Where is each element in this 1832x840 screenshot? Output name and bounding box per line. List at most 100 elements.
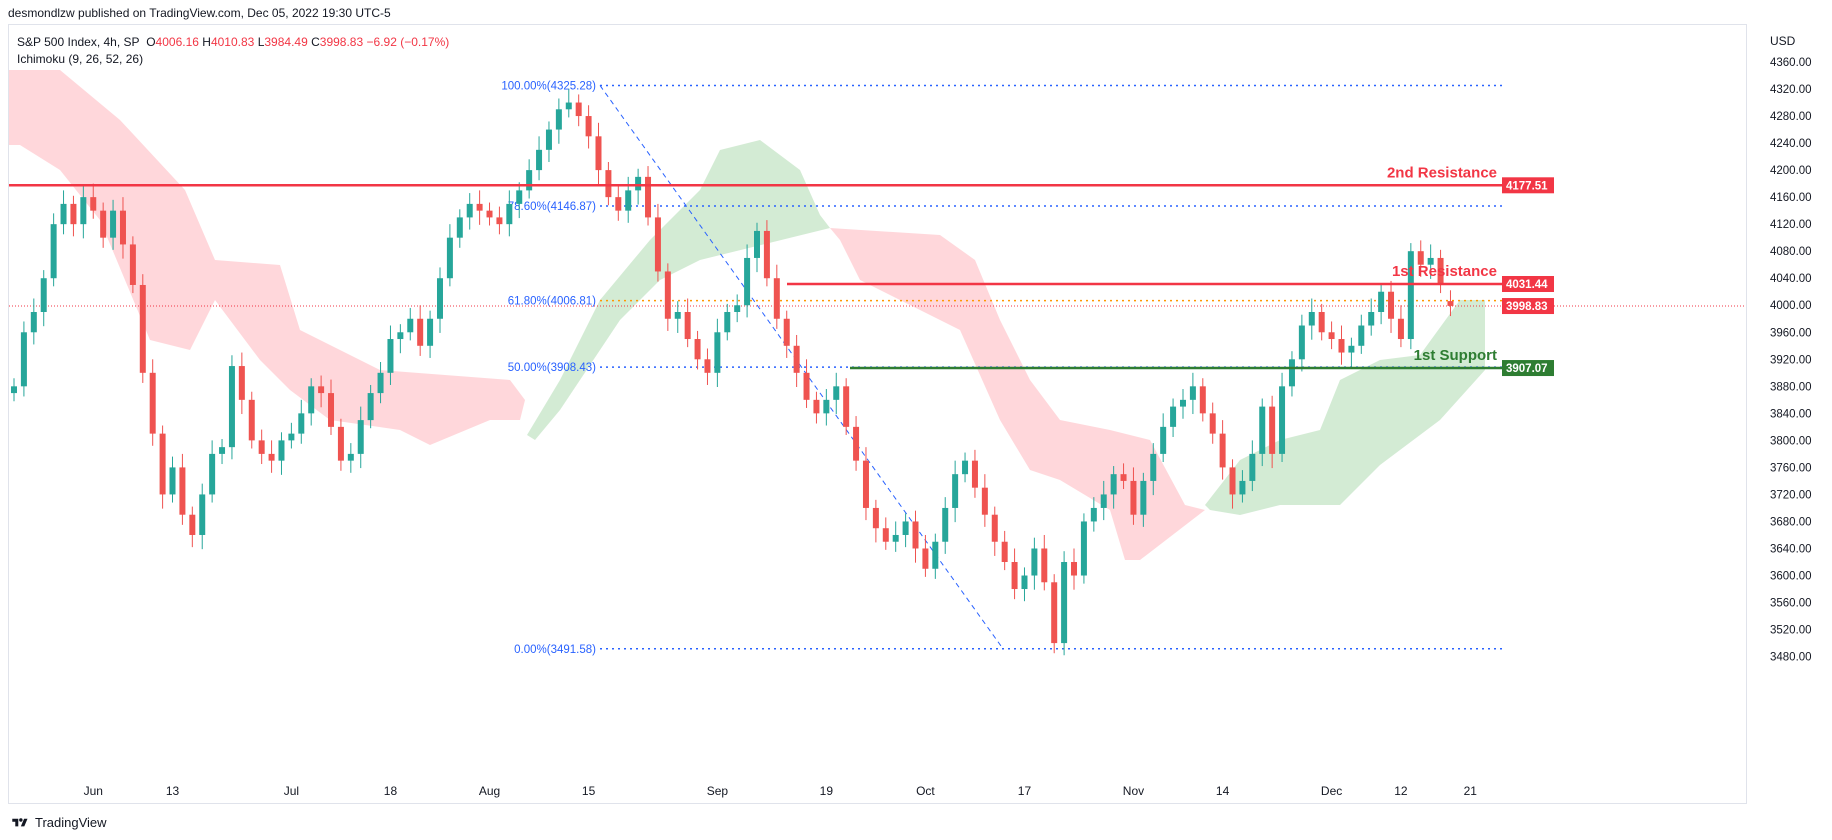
candle-body [1130, 480, 1137, 515]
candle-body [11, 386, 17, 394]
candle-body [1427, 257, 1434, 265]
candle-body [991, 514, 998, 542]
high-label: H [202, 35, 211, 49]
y-tick-label: 3920.00 [1770, 354, 1812, 366]
candle-body [318, 386, 325, 394]
candle-body [169, 467, 176, 495]
candle-body [1001, 541, 1008, 563]
candle-body [734, 305, 741, 313]
candle-body [288, 433, 295, 441]
candle-body [952, 474, 959, 508]
candle-body [1199, 386, 1206, 414]
candle-body [397, 332, 404, 340]
candle-body [1358, 325, 1365, 346]
candle-body [100, 210, 107, 238]
x-tick-label: 19 [820, 784, 834, 798]
candle-body [645, 176, 652, 218]
candle-body [1219, 433, 1226, 468]
candle-body [357, 420, 364, 454]
candle-body [1051, 582, 1058, 644]
y-tick-label: 3760.00 [1770, 462, 1812, 474]
ichimoku-cloud-bearish [9, 70, 525, 445]
y-tick-label: 4000.00 [1770, 300, 1812, 312]
candle-body [60, 203, 67, 225]
candle-body [1011, 562, 1018, 590]
candle-body [1298, 325, 1305, 360]
fib-level-label: 61.80%(4006.81) [508, 296, 596, 308]
y-tick-label: 4320.00 [1770, 84, 1812, 96]
candle-body [1160, 426, 1167, 454]
candle-body [1140, 480, 1147, 515]
candle-body [1368, 312, 1375, 326]
candle-body [605, 170, 612, 198]
x-tick-label: 17 [1018, 784, 1032, 798]
candle-body [1288, 359, 1295, 387]
candle-body [684, 312, 691, 340]
candle-body [754, 230, 760, 258]
candle-body [565, 102, 572, 110]
price-tag [1502, 360, 1554, 377]
candle-body [555, 109, 562, 130]
candle-body [892, 534, 899, 542]
candle-body [90, 197, 97, 211]
y-tick-label: 3840.00 [1770, 408, 1812, 420]
y-tick-label: 3720.00 [1770, 489, 1812, 501]
ichimoku-cloud-bearish [830, 228, 1205, 560]
tradingview-brand[interactable]: TradingView [10, 815, 107, 830]
candle-body [387, 339, 394, 373]
candle-body [882, 528, 889, 542]
candle-body [476, 203, 483, 211]
candle-body [783, 318, 790, 346]
candle-body [714, 332, 721, 373]
chart-frame [8, 24, 1747, 804]
x-tick-label: 13 [166, 784, 180, 798]
candle-body [1318, 312, 1325, 333]
currency-label: USD [1770, 34, 1796, 48]
candle-body [159, 433, 166, 495]
candle-body [30, 312, 37, 333]
x-tick-label: Sep [707, 784, 729, 798]
candle-body [833, 386, 840, 400]
candle-body [1308, 312, 1315, 326]
candle-body [199, 494, 206, 535]
candle-body [763, 230, 770, 279]
price-tag [1502, 177, 1554, 194]
price-tag-label: 3907.07 [1506, 363, 1548, 375]
x-tick-label: 14 [1216, 784, 1230, 798]
fib-level-label: 0.00%(3491.58) [514, 644, 596, 656]
candle-body [407, 318, 414, 333]
candle-body [744, 257, 751, 306]
y-tick-label: 4160.00 [1770, 192, 1812, 204]
candle-body [496, 217, 503, 225]
candle-body [50, 224, 57, 279]
candle-body [1120, 474, 1127, 481]
x-tick-label: Jul [284, 784, 299, 798]
price-tag-label: 4177.51 [1506, 180, 1548, 192]
fib-level-label: 78.60%(4146.87) [508, 201, 596, 213]
symbol-title[interactable]: S&P 500 Index, 4h, SP [17, 35, 140, 49]
fib-level-label: 50.00%(3908.43) [508, 362, 596, 374]
y-tick-label: 4120.00 [1770, 219, 1812, 231]
candle-body [942, 507, 949, 542]
candle-body [912, 521, 919, 549]
candle-body [694, 339, 701, 360]
candle-body [654, 217, 661, 272]
candle-body [843, 386, 850, 427]
candle-body [1328, 332, 1335, 340]
candle-body [803, 372, 810, 400]
candle-body [962, 460, 969, 475]
candle-body [704, 359, 711, 373]
close-label: C [311, 35, 320, 49]
candle-body [1447, 301, 1454, 306]
candle-body [298, 413, 305, 434]
candle-body [446, 237, 453, 279]
x-tick-label: 18 [384, 784, 398, 798]
indicator-label[interactable]: Ichimoku (9, 26, 52, 26) [17, 52, 144, 66]
candle-body [664, 271, 671, 319]
x-tick-label: 21 [1464, 784, 1478, 798]
level-name: 2nd Resistance [1387, 164, 1497, 181]
y-tick-label: 3960.00 [1770, 327, 1812, 339]
candle-body [585, 116, 592, 137]
candle-body [1031, 548, 1038, 576]
